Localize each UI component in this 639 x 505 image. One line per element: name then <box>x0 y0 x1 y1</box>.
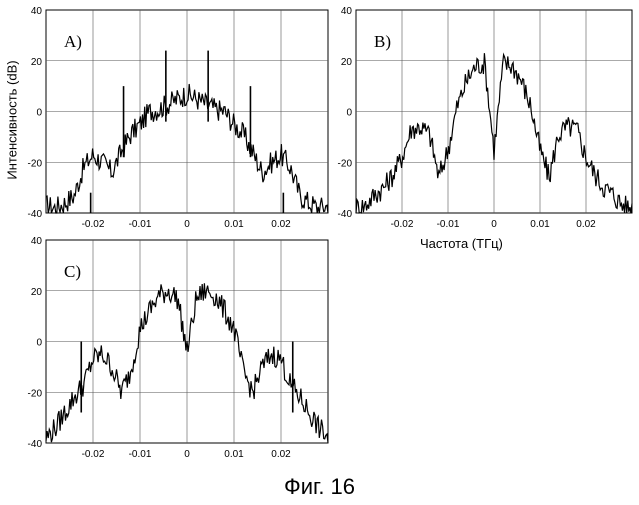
x-tick-label: 0 <box>184 219 190 230</box>
x-tick-label: -0.01 <box>129 219 152 230</box>
x-tick-label: -0.02 <box>82 449 105 460</box>
y-tick-label: 20 <box>341 57 353 68</box>
y-axis-label: Интенсивность (dB) <box>2 20 22 220</box>
y-tick-label: 40 <box>31 6 43 17</box>
x-tick-label: -0.02 <box>391 219 414 230</box>
x-tick-label: 0.01 <box>224 219 244 230</box>
x-tick-label: 0.02 <box>271 219 291 230</box>
y-tick-label: 0 <box>36 338 42 349</box>
y-tick-label: -20 <box>28 388 43 399</box>
y-tick-label: 0 <box>36 108 42 119</box>
x-tick-label: 0 <box>184 449 190 460</box>
y-tick-label: -20 <box>338 158 353 169</box>
x-tick-label: -0.01 <box>129 449 152 460</box>
panel-label: B) <box>374 32 391 51</box>
x-tick-label: -0.01 <box>437 219 460 230</box>
y-tick-label: 40 <box>341 6 353 17</box>
y-tick-label: 20 <box>31 287 43 298</box>
y-tick-label: -20 <box>28 158 43 169</box>
x-tick-label: 0.02 <box>271 449 291 460</box>
y-tick-label: -40 <box>338 209 353 220</box>
x-tick-label: 0 <box>491 219 497 230</box>
y-tick-label: 40 <box>31 236 43 247</box>
y-tick-label: -40 <box>28 209 43 220</box>
figure-caption: Фиг. 16 <box>0 474 639 500</box>
x-tick-label: 0.01 <box>530 219 550 230</box>
y-tick-label: 0 <box>346 108 352 119</box>
y-axis-label-text: Интенсивность (dB) <box>5 60 20 179</box>
x-tick-label: 0.02 <box>576 219 596 230</box>
y-tick-label: 20 <box>31 57 43 68</box>
x-tick-label: -0.02 <box>82 219 105 230</box>
x-axis-label: Частота (ТГц) <box>420 236 503 251</box>
x-tick-label: 0.01 <box>224 449 244 460</box>
panel-label: C) <box>64 262 81 281</box>
panel-label: A) <box>64 32 82 51</box>
y-tick-label: -40 <box>28 439 43 450</box>
